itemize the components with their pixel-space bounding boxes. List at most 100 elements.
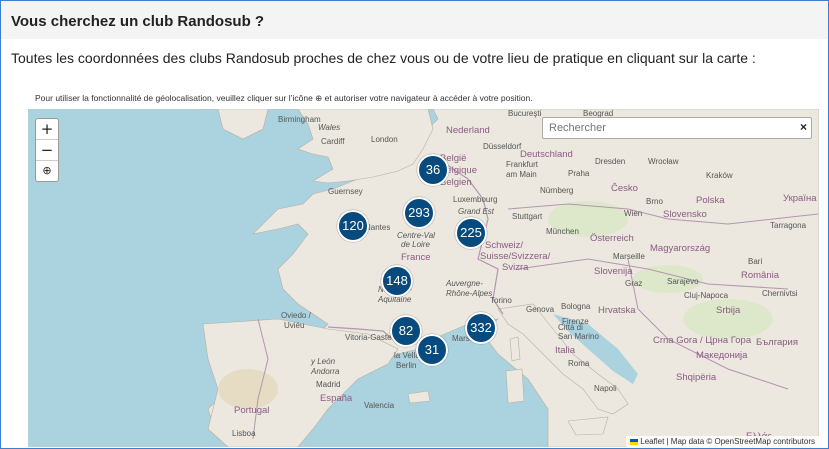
zoom-in-button[interactable]: +	[36, 119, 58, 140]
map-label-city: Kraków	[706, 171, 733, 180]
map-label-country: Nederland	[446, 125, 490, 136]
map-label-city: Madrid	[316, 380, 341, 389]
map-label-country: Magyarország	[650, 243, 711, 254]
map-label-city: Brno	[646, 197, 663, 206]
map-label-city: Wrocław	[648, 157, 679, 166]
map-label-country: Belgien	[440, 177, 472, 188]
map-attribution: Leaflet | Map data © OpenStreetMap contr…	[626, 436, 819, 447]
map-label-city: Tarragona	[770, 221, 807, 230]
map-label-city: am Main	[506, 170, 537, 179]
map-label-city: Stuttgart	[512, 212, 543, 221]
map-label-city: Nantes	[365, 223, 391, 232]
map-label-region: Wales	[318, 123, 341, 132]
map-label-island: Guernsey	[328, 187, 363, 196]
map-label-city: Città di	[558, 323, 583, 332]
map-label-country: Shqipëria	[676, 372, 717, 383]
geolocation-note: Pour utiliser la fonctionnalité de géolo…	[35, 93, 533, 103]
map-label-country: Україна	[783, 193, 817, 204]
map-label-country: Polska	[696, 195, 725, 206]
map-label-city: Praha	[568, 169, 590, 178]
map-label-city: Chernivtsi	[762, 289, 798, 298]
zoom-control: + − ⊕	[35, 118, 59, 182]
map-label-city: Graz	[625, 279, 643, 288]
map-label-city: Dresden	[595, 157, 626, 166]
map-label-country: Svizra	[502, 262, 529, 273]
map-label-city: Düsseldorf	[483, 142, 522, 151]
map-label-city: Cardiff	[321, 137, 345, 146]
map-label-country: Македонија	[696, 350, 748, 361]
map-label-city: Oviedo /	[281, 311, 311, 320]
map-label-city: Firenze	[562, 317, 589, 326]
map-label-country: Portugal	[234, 405, 270, 416]
map-label-city: Marseille	[613, 252, 646, 261]
map-label-city: Uviéu	[284, 321, 305, 330]
map-label-region: Andorra	[311, 367, 340, 376]
cluster-marker-idf[interactable]: 293	[403, 197, 435, 229]
map-label-country: België	[440, 153, 467, 164]
map-label-region: y León	[311, 357, 336, 366]
map-label-city: Vitoria-Gasteiz	[345, 333, 398, 342]
zoom-out-button[interactable]: −	[36, 140, 58, 161]
map-label-city: München	[546, 227, 579, 236]
map-label-city: Bucureşti	[508, 109, 542, 118]
map-label-city: Birmingham	[278, 115, 321, 124]
map-label-country: Deutschland	[520, 149, 573, 160]
map-label-city: Bari	[748, 257, 763, 266]
map-label-city: Luxembourg	[453, 195, 498, 204]
map-label-country: Slovensko	[663, 209, 707, 220]
map-label-city: Napoli	[594, 384, 617, 393]
map-label-city: Sarajevo	[667, 277, 699, 286]
club-map[interactable]: Birmingham Cardiff London Guernsey Wales…	[28, 109, 819, 447]
map-label-city: Lisboa	[232, 429, 256, 438]
map-label-country: Suisse/Svizzera/	[480, 251, 551, 262]
map-label-city: Torino	[490, 296, 512, 305]
ukraine-flag-icon	[630, 438, 639, 445]
map-label-city: Genova	[526, 305, 555, 314]
map-label-region: Rhône-Alpes	[446, 289, 493, 298]
map-label-country: Crna Gora / Црна Гора	[653, 335, 752, 346]
cluster-marker-nord[interactable]: 36	[417, 154, 449, 186]
map-label-city: Nürnberg	[540, 186, 574, 195]
attribution-text[interactable]: Leaflet | Map data © OpenStreetMap contr…	[640, 437, 815, 446]
map-label-country: Belgique	[440, 165, 477, 176]
map-label-country: България	[756, 337, 798, 348]
map-label-country: Slovenija	[594, 266, 633, 277]
map-label-city: Beograd	[583, 109, 614, 118]
map-label-country: Srbija	[716, 305, 741, 316]
map-label-region: Auvergne-	[446, 279, 483, 288]
map-label-city: Bologna	[561, 302, 591, 311]
map-label-country: Schweiz/	[485, 240, 524, 251]
map-label-city: San Marino	[558, 332, 599, 341]
map-label-region: Aquitaine	[378, 295, 412, 304]
map-label-country: España	[320, 393, 353, 404]
map-search-input[interactable]	[549, 120, 779, 135]
map-label-region: de Loire	[401, 240, 430, 249]
locate-icon[interactable]: ⊕	[42, 164, 52, 177]
map-label-country: Italia	[555, 345, 576, 356]
map-label-country: România	[741, 270, 780, 281]
cluster-marker-bretagne[interactable]: 120	[337, 210, 369, 242]
cluster-marker-sudouest[interactable]: 148	[381, 265, 413, 297]
cluster-marker-pyrenees[interactable]: 82	[390, 315, 422, 347]
map-label-country: Česko	[611, 183, 638, 194]
map-label-country: France	[401, 252, 431, 263]
page-title: Vous cherchez un club Randosub ?	[11, 13, 265, 30]
cluster-marker-paca[interactable]: 332	[465, 312, 497, 344]
map-tiles	[198, 109, 819, 447]
map-label-region: Centre-Val	[397, 231, 435, 240]
map-label-city: London	[371, 135, 398, 144]
close-icon[interactable]: ×	[799, 120, 807, 134]
map-label-city: la Vella	[394, 351, 420, 360]
map-label-city: Wien	[624, 209, 643, 218]
map-label-city: Cluj-Napoca	[684, 291, 729, 300]
map-label-city: Frankfurt	[506, 160, 539, 169]
cluster-marker-occitanie[interactable]: 31	[416, 334, 448, 366]
map-label-country: Hrvatska	[598, 305, 636, 316]
map-label-country: Österreich	[590, 233, 634, 244]
map-label-city: Berlin	[396, 361, 417, 370]
cluster-marker-est[interactable]: 225	[455, 217, 487, 249]
map-label-city: Valencia	[364, 401, 395, 410]
map-label-city: Roma	[568, 359, 590, 368]
intro-text: Toutes les coordonnées des clubs Randosu…	[11, 50, 756, 66]
